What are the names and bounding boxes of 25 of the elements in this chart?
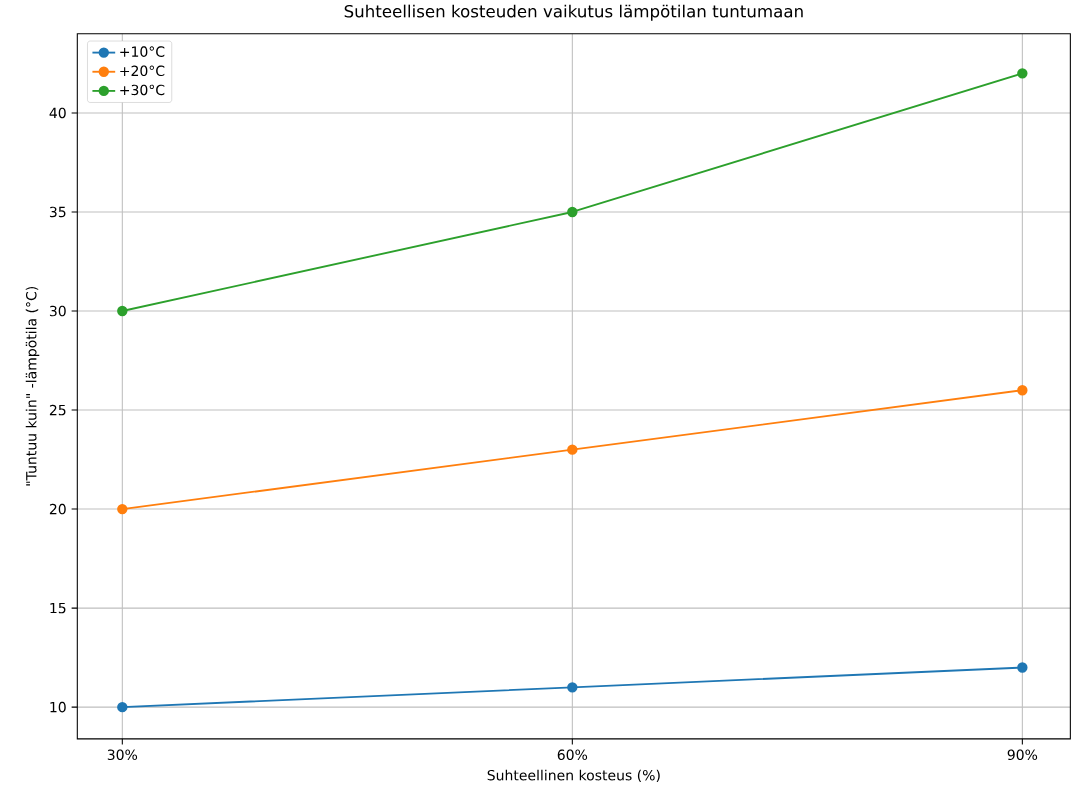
y-tick-label: 20 — [49, 503, 66, 515]
x-tick-label: 90% — [1007, 749, 1038, 760]
y-tick-label: 10 — [50, 701, 66, 713]
legend-label: +20°C — [120, 65, 165, 77]
point — [117, 701, 128, 713]
x-axis-title: Suhteellinen kosteus (%) — [487, 769, 660, 783]
point — [117, 305, 128, 317]
point — [1017, 68, 1028, 79]
y-tick-label: 40 — [49, 107, 66, 119]
point — [117, 503, 128, 515]
point — [567, 444, 578, 455]
point — [567, 206, 578, 218]
legend-label: +30°C — [120, 84, 165, 96]
y-tick-label: 25 — [49, 404, 66, 416]
x-tick-label: 60% — [557, 749, 588, 760]
x-tick-label: 30% — [107, 749, 138, 760]
y-tick-label: 15 — [50, 602, 66, 614]
point — [1017, 384, 1028, 396]
point — [567, 682, 578, 693]
legend-label: +10°C — [120, 46, 165, 57]
point — [1017, 662, 1028, 673]
y-tick-label: 35 — [49, 206, 66, 218]
y-tick-label: 30 — [49, 305, 66, 317]
y-axis-title: "Tuntuu kuin" -lämpötila (°C) — [25, 286, 40, 486]
chart-title: Suhteellisen kosteuden vaikutus lämpötilan tuntumaan — [344, 4, 803, 21]
